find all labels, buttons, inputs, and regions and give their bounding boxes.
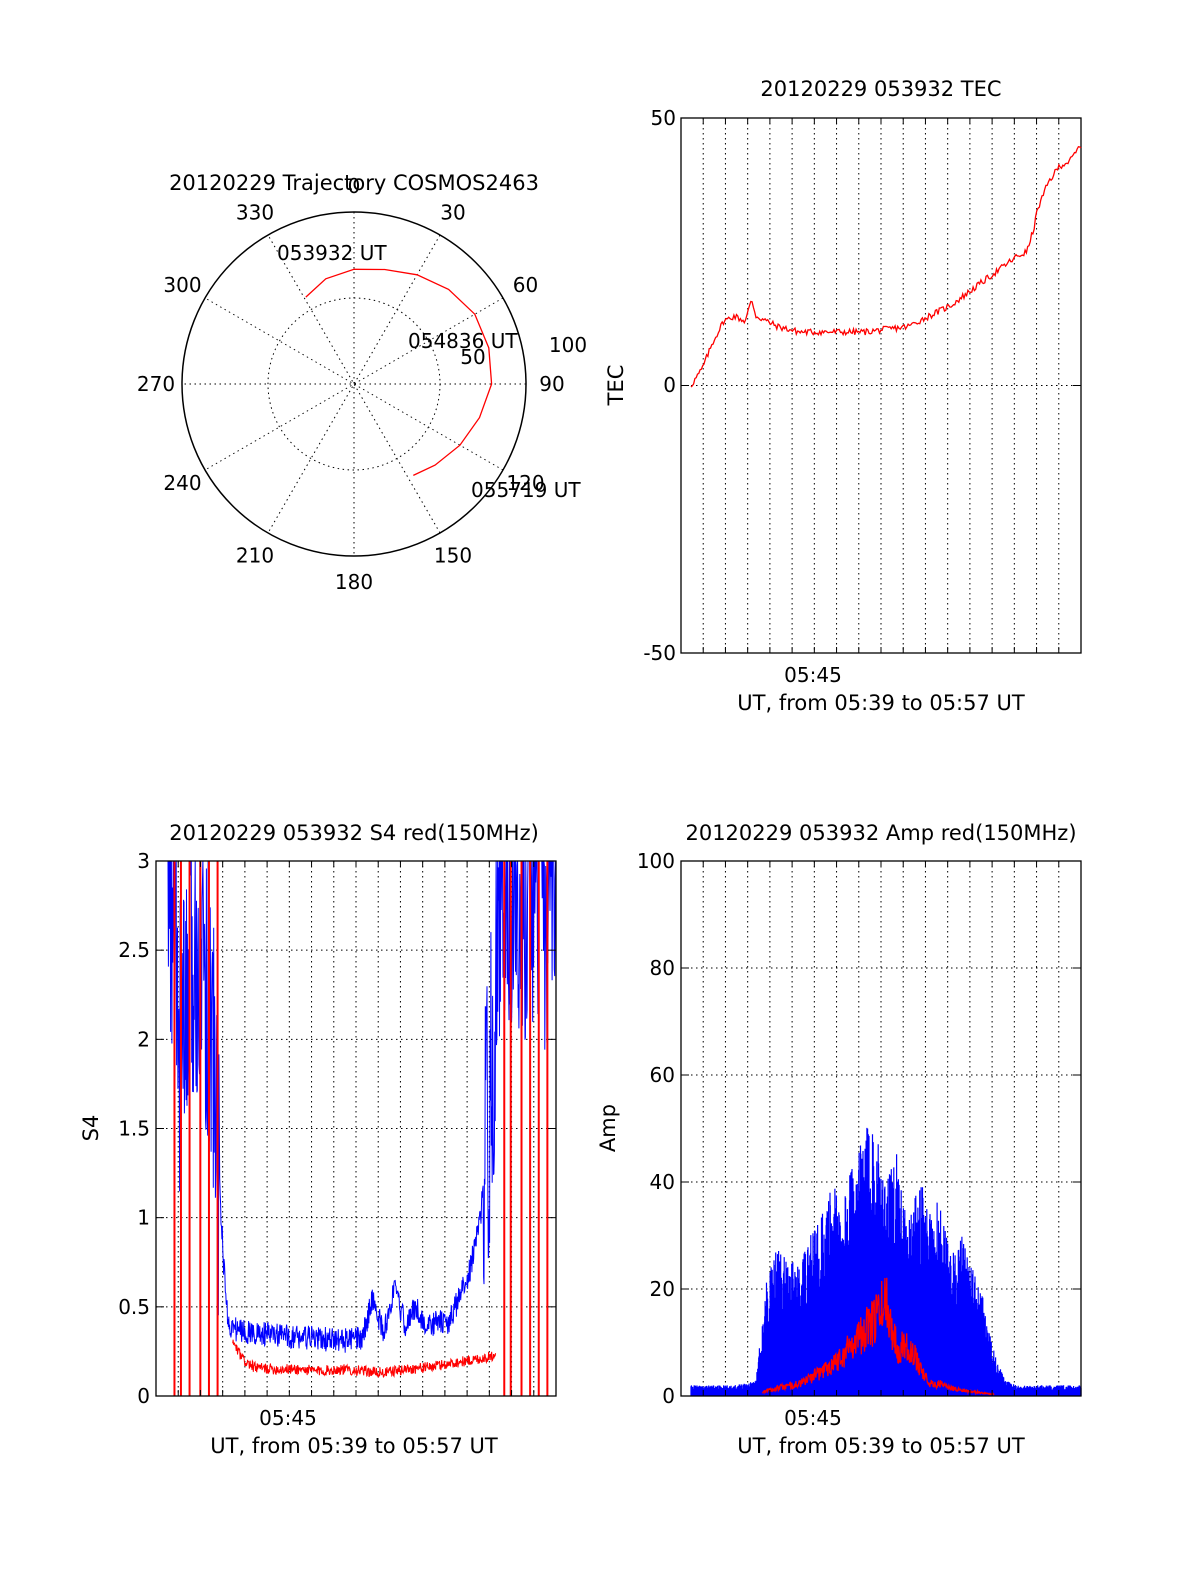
amp-title: 20120229 053932 Amp red(150MHz) bbox=[685, 821, 1076, 845]
tec-ytick-mid: 0 bbox=[663, 373, 676, 397]
s4-title: 20120229 053932 S4 red(150MHz) bbox=[169, 821, 539, 845]
s4-xtick-label: 05:45 bbox=[259, 1406, 317, 1430]
polar-angle-label-90: 90 bbox=[539, 372, 564, 396]
polar-angle-labels: 0 30 60 90 120 150 180 210 240 270 300 330 bbox=[137, 174, 565, 594]
amp-ylabel: Amp bbox=[596, 1104, 620, 1152]
s4-ticks bbox=[156, 860, 556, 1397]
s4-blue-line bbox=[167, 860, 557, 1353]
amp-ytick-label-0: 0 bbox=[662, 1384, 675, 1408]
s4-red-series bbox=[173, 861, 549, 1396]
polar-radius-label-100: 100 bbox=[549, 333, 587, 357]
tec-ytick-bottom: -50 bbox=[643, 641, 676, 665]
s4-red-line bbox=[232, 1339, 497, 1379]
amp-ytick-label-40: 40 bbox=[650, 1170, 675, 1194]
tec-panel: 20120229 053932 TEC 50 0 -50 05:45 UT, f… bbox=[604, 77, 1082, 715]
amp-blue-line bbox=[690, 1127, 1082, 1396]
s4-ytick-label-0: 0 bbox=[137, 1384, 150, 1408]
s4-ytick-label-2.5: 2.5 bbox=[118, 938, 150, 962]
amp-ticks bbox=[681, 860, 1081, 1397]
s4-ytick-label-2: 2 bbox=[137, 1027, 150, 1051]
s4-ytick-label-0.5: 0.5 bbox=[118, 1295, 150, 1319]
s4-panel: 20120229 053932 S4 red(150MHz) 0 0.5 1 1.5 2… bbox=[79, 821, 557, 1458]
polar-angle-label-30: 30 bbox=[440, 201, 465, 225]
tec-ticks bbox=[681, 117, 1081, 654]
trajectory-title: 20120229 Trajectory COSMOS2463 bbox=[169, 171, 539, 195]
tec-xtick-label: 05:45 bbox=[784, 663, 842, 687]
polar-angle-label-300: 300 bbox=[163, 273, 201, 297]
polar-angle-label-150: 150 bbox=[434, 543, 472, 567]
polar-angle-label-330: 330 bbox=[236, 201, 274, 225]
amp-ytick-label-60: 60 bbox=[650, 1063, 675, 1087]
s4-ytick-label-1: 1 bbox=[137, 1206, 150, 1230]
polar-angle-label-180: 180 bbox=[335, 570, 373, 594]
tec-grid bbox=[681, 118, 1081, 653]
trajectory-annotation-mid: 054836 UT bbox=[408, 329, 518, 353]
tec-ylabel: TEC bbox=[604, 365, 628, 407]
trajectory-panel: 20120229 Trajectory COSMOS2463 0 30 60 90 12… bbox=[137, 171, 587, 594]
amp-red-line bbox=[761, 1277, 995, 1396]
amp-xtick-label: 05:45 bbox=[784, 1406, 842, 1430]
polar-radius-label-50: 50 bbox=[460, 345, 485, 369]
tec-title: 20120229 053932 TEC bbox=[760, 77, 1001, 101]
s4-ytick-labels: 0 0.5 1 1.5 2 2.5 3 bbox=[118, 849, 150, 1408]
polar-angle-label-240: 240 bbox=[163, 471, 201, 495]
polar-radius-labels: 50 100 bbox=[460, 333, 587, 369]
amp-ytick-label-100: 100 bbox=[637, 849, 675, 873]
polar-angle-label-60: 60 bbox=[513, 273, 538, 297]
polar-angle-label-0: 0 bbox=[348, 174, 361, 198]
polar-angle-label-210: 210 bbox=[236, 543, 274, 567]
amp-red-series bbox=[761, 1277, 995, 1396]
trajectory-annotation-end: 055719 UT bbox=[471, 478, 581, 502]
s4-ytick-label-3: 3 bbox=[137, 849, 150, 873]
amp-ytick-label-80: 80 bbox=[650, 956, 675, 980]
amp-xlabel: UT, from 05:39 to 05:57 UT bbox=[737, 1434, 1025, 1458]
amp-ytick-label-20: 20 bbox=[650, 1277, 675, 1301]
amp-panel: 20120229 053932 Amp red(150MHz) 0 20 40 60 8… bbox=[596, 821, 1082, 1458]
s4-blue-series bbox=[167, 860, 557, 1353]
amp-ytick-labels: 0 20 40 60 80 100 bbox=[637, 849, 675, 1408]
s4-xlabel: UT, from 05:39 to 05:57 UT bbox=[210, 1434, 498, 1458]
tec-xlabel: UT, from 05:39 to 05:57 UT bbox=[737, 691, 1025, 715]
amp-blue-series bbox=[690, 1127, 1082, 1396]
s4-grid bbox=[156, 861, 556, 1396]
polar-angle-label-120: 120 bbox=[506, 471, 544, 495]
tec-ytick-top: 50 bbox=[651, 106, 676, 130]
polar-angle-label-270: 270 bbox=[137, 372, 175, 396]
polar-inner-circle bbox=[267, 297, 441, 471]
s4-ylabel: S4 bbox=[79, 1115, 103, 1142]
tec-series-line bbox=[690, 145, 1082, 388]
trajectory-series-line bbox=[305, 268, 493, 476]
s4-ytick-label-1.5: 1.5 bbox=[118, 1117, 150, 1141]
trajectory-annotation-start: 053932 UT bbox=[277, 241, 387, 265]
